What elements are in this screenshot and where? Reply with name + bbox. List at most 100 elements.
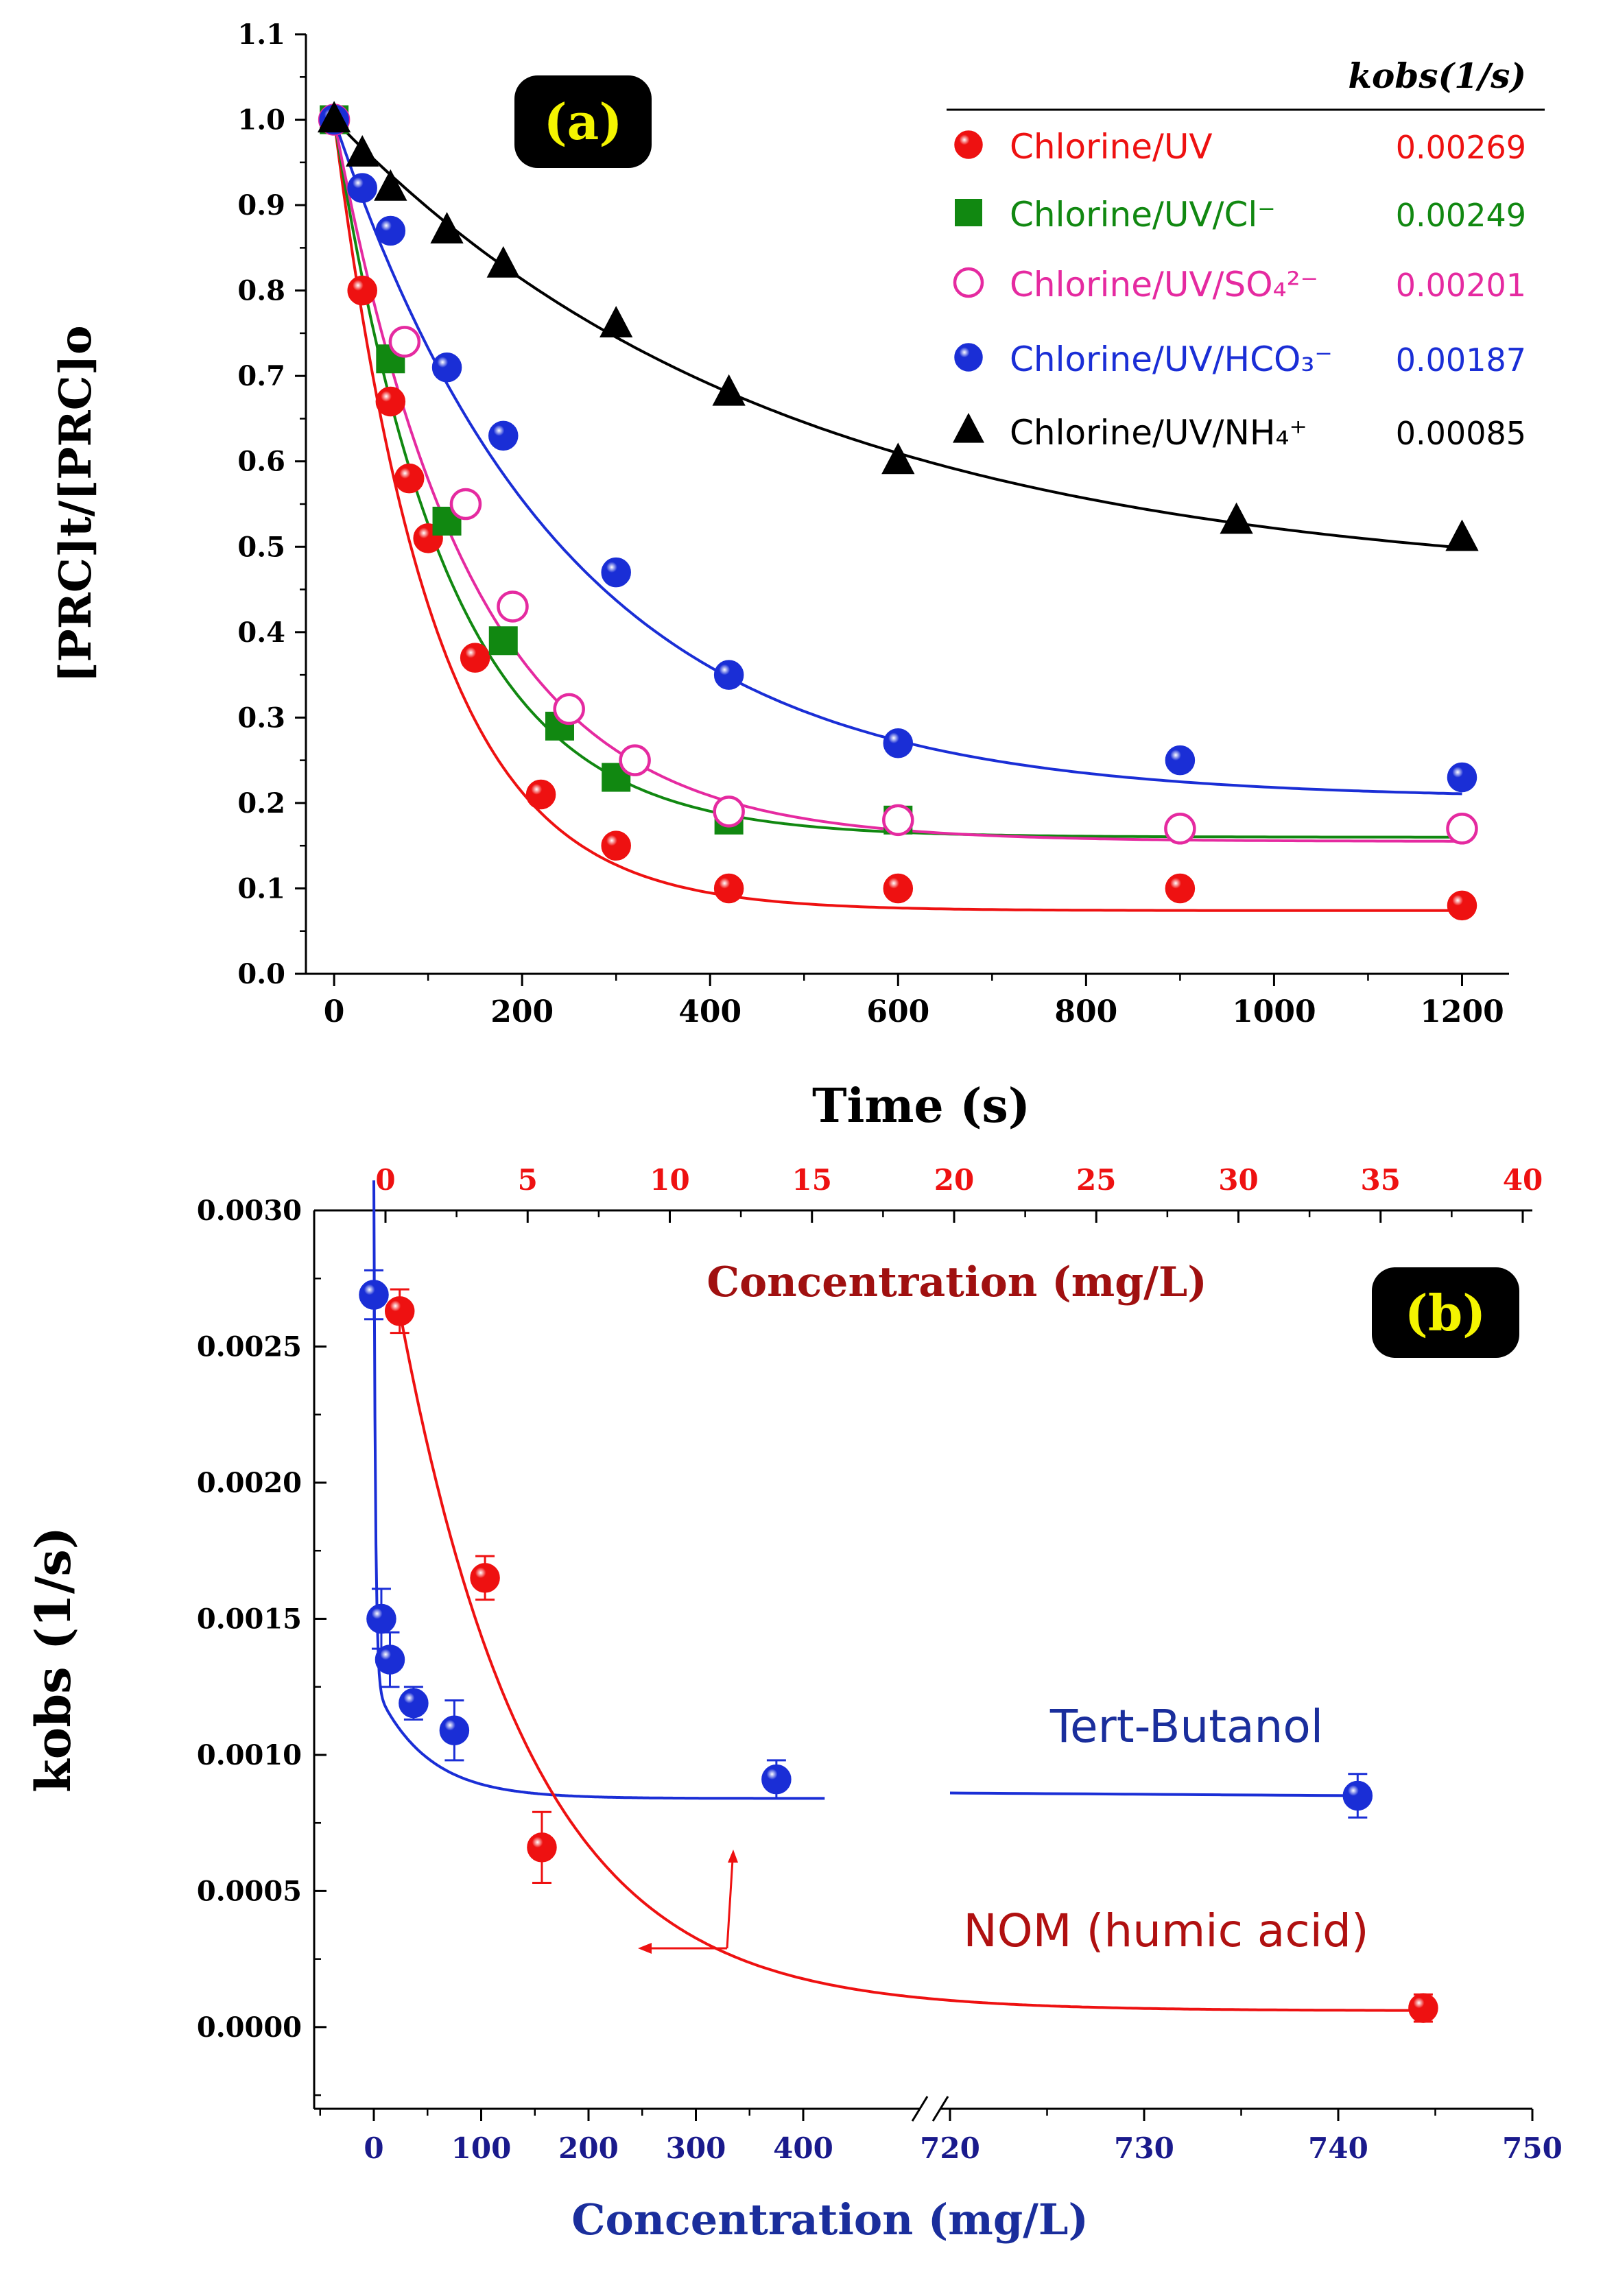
panel-a-y-axis-title: [PRC]t/[PRC]o	[50, 325, 102, 682]
panel-a-point-s4	[317, 101, 351, 133]
panel-a-y-tick-label: 0.7	[237, 360, 285, 392]
panel-b-chart: 0.0000 0.0005 0.0010 0.0015 0.0020 0.0025 0.00…	[25, 1163, 1563, 2245]
panel-b-bottom-tick-label: 730	[1114, 2131, 1174, 2165]
panel-b-y-tick-label: 0.0005	[197, 1875, 302, 1907]
panel-b-bottom-tick-label: 200	[558, 2131, 619, 2165]
panel-b-point-tert-butanol	[761, 1764, 792, 1795]
panel-a-point-s2	[1446, 813, 1478, 845]
panel-a-y-tick-label: 1.0	[237, 104, 285, 136]
panel-a-legend-header: kobs(1/s)	[1348, 56, 1526, 96]
panel-b-y-tick-label: 0.0010	[197, 1739, 302, 1771]
panel-b-top-tick-label: 20	[934, 1163, 974, 1197]
panel-a-point-s3	[347, 173, 377, 203]
panel-a-point-s4	[599, 306, 633, 337]
panel-a-y-tick-label: 0.6	[237, 446, 285, 478]
panel-b-series-label-tert-butanol: Tert-Butanol	[1049, 1700, 1323, 1753]
panel-a-legend-marker-1	[955, 199, 982, 226]
panel-a-point-s3	[883, 728, 914, 758]
panel-a-x-tick-label: 200	[490, 994, 554, 1029]
panel-b-point-tert-butanol	[359, 1280, 389, 1310]
panel-a-legend-label-2: Chlorine/UV/SO₄²⁻	[1010, 265, 1318, 304]
panel-a-point-s3	[488, 420, 519, 451]
panel-b-bottom-tick-label: 300	[666, 2131, 726, 2165]
panel-b-bottom-tick-label: 750	[1502, 2131, 1563, 2165]
panel-a-point-s0	[460, 643, 490, 673]
panel-a-y-tick-label: 0.9	[237, 189, 285, 222]
panel-a-y-tick-label: 0.8	[237, 275, 285, 307]
panel-a-point-s3	[713, 660, 744, 690]
panel-a-y-tick-label: 0.5	[237, 531, 285, 563]
panel-a-legend-marker-0	[954, 130, 983, 159]
panel-a-point-s2	[388, 326, 421, 358]
panel-a-y-tick-label: 0.3	[237, 702, 285, 734]
panel-a-point-s4	[374, 169, 407, 201]
panel-a-point-s0	[375, 386, 406, 417]
panel-a-y-tick-label: 0.4	[237, 617, 285, 649]
panel-b-bottom-tick-label: 740	[1308, 2131, 1368, 2165]
panel-b-y-axis-title: kobs (1/s)	[25, 1527, 82, 1793]
panel-a-point-s2	[449, 488, 482, 521]
panel-b-point-tert-butanol	[375, 1645, 405, 1675]
panel-b-fit-line-tert-butanol	[372, 1180, 825, 1800]
panel-a-point-s3	[431, 352, 462, 383]
panel-a-legend-label-1: Chlorine/UV/Cl⁻	[1010, 195, 1276, 235]
panel-b-axis-break-mark	[911, 2096, 929, 2122]
panel-a-point-s2	[1164, 813, 1196, 845]
panel-b-y-tick-label: 0.0020	[197, 1467, 302, 1499]
panel-a-point-s2	[553, 693, 585, 726]
panel-b-point-tert-butanol	[439, 1715, 470, 1745]
panel-a-legend-label-0: Chlorine/UV	[1010, 127, 1213, 167]
panel-b-point-tert-butanol	[366, 1603, 396, 1634]
panel-b-axis-arrowhead-up	[728, 1850, 738, 1863]
panel-b-point-nom	[1408, 1993, 1438, 2023]
panel-a-chart: 0.0 0.1 0.2 0.3 0.4 0.5 0.6 0.7 0.8 0.9 1.0 1.1 0 200…	[50, 19, 1545, 1134]
panel-b-top-tick-label: 5	[518, 1163, 538, 1197]
panel-a-point-s3	[601, 557, 631, 588]
panel-a-point-s4	[712, 374, 746, 406]
panel-b-y-tick-label: 0.0025	[197, 1330, 302, 1363]
panel-a-point-s2	[497, 590, 529, 623]
panel-b-axis-arrow-up	[726, 1859, 734, 1949]
panel-b-label-badge	[1372, 1267, 1519, 1358]
panel-a-point-s1	[488, 626, 518, 656]
panel-a-point-s4	[486, 246, 520, 278]
panel-b-axis-break-mark	[931, 2096, 949, 2122]
panel-a-legend-kobs-3: 0.00187	[1396, 342, 1526, 379]
panel-a-point-s3	[375, 215, 406, 246]
panel-b-top-tick-label: 40	[1503, 1163, 1543, 1197]
panel-a-point-s0	[525, 779, 556, 810]
panel-a-legend-kobs-1: 0.00249	[1396, 197, 1526, 234]
panel-a-point-s0	[1165, 873, 1196, 904]
panel-a-legend-kobs-2: 0.00201	[1396, 267, 1526, 304]
panel-a-x-tick-label: 800	[1054, 994, 1117, 1029]
panel-b-bottom-tick-label: 100	[451, 2131, 512, 2165]
panel-a-x-tick-label: 1000	[1232, 994, 1316, 1029]
panel-b-top-tick-label: 35	[1361, 1163, 1401, 1197]
panel-a-point-s2	[619, 744, 651, 776]
panel-a-point-s4	[346, 135, 379, 167]
panel-a-y-tick-label: 1.1	[237, 19, 285, 51]
panel-a-x-tick-label: 600	[866, 994, 929, 1029]
panel-a-legend-kobs-0: 0.00269	[1396, 129, 1526, 166]
panel-a-legend-label-3: Chlorine/UV/HCO₃⁻	[1010, 339, 1333, 379]
panel-a-y-tick-label: 0.2	[237, 787, 285, 820]
panel-b-top-tick-label: 0	[375, 1163, 395, 1197]
panel-b-point-tert-butanol	[1342, 1780, 1373, 1811]
panel-a-legend-kobs-4: 0.00085	[1396, 415, 1526, 452]
panel-b-top-tick-label: 30	[1218, 1163, 1258, 1197]
panel-a-legend-label-4: Chlorine/UV/NH₄⁺	[1010, 413, 1307, 453]
panel-a-point-s2	[882, 804, 914, 837]
panel-a-legend-marker-2	[953, 267, 984, 298]
panel-a-point-s0	[347, 275, 377, 306]
panel-b-top-tick-label: 10	[650, 1163, 689, 1197]
panel-a-label: (a)	[544, 93, 623, 151]
panel-a-point-s4	[430, 212, 464, 243]
panel-b-point-nom	[470, 1563, 500, 1593]
panel-b-top-tick-label: 25	[1076, 1163, 1116, 1197]
panel-a-point-s2	[713, 796, 745, 828]
panel-b-axis-arrowhead-left	[638, 1943, 652, 1954]
panel-b-top-axis-title: Concentration (mg/L)	[706, 1258, 1207, 1306]
panel-a-fit-line-0	[333, 119, 1462, 912]
panel-a-point-s0	[883, 873, 914, 904]
panel-a-y-tick-label: 0.1	[237, 872, 285, 905]
